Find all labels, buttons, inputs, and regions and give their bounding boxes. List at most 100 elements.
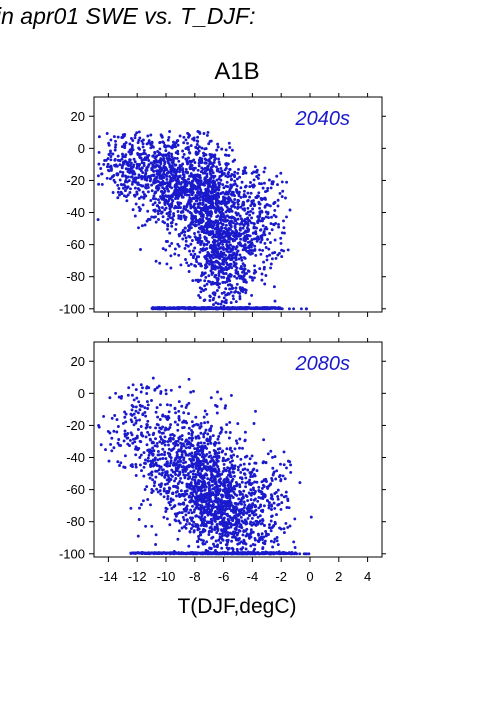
data-point bbox=[239, 217, 243, 221]
data-point bbox=[234, 222, 238, 226]
data-point bbox=[217, 188, 221, 192]
data-point bbox=[193, 184, 197, 188]
data-point bbox=[242, 256, 246, 260]
data-point bbox=[173, 407, 177, 411]
data-point bbox=[229, 198, 233, 202]
data-point bbox=[256, 515, 260, 519]
data-point bbox=[148, 425, 152, 429]
data-point bbox=[261, 461, 265, 465]
data-point bbox=[252, 306, 256, 310]
data-point bbox=[253, 244, 257, 248]
data-point bbox=[231, 505, 235, 508]
data-point bbox=[250, 293, 254, 297]
data-point bbox=[161, 186, 165, 190]
data-point bbox=[248, 275, 252, 279]
data-point bbox=[138, 463, 142, 467]
data-point bbox=[196, 499, 200, 503]
data-point bbox=[280, 255, 284, 259]
data-point bbox=[177, 418, 181, 422]
data-point bbox=[190, 438, 194, 442]
data-point bbox=[263, 233, 267, 237]
data-point bbox=[254, 232, 258, 236]
data-point bbox=[134, 176, 138, 180]
data-point bbox=[217, 185, 221, 189]
data-point bbox=[201, 452, 205, 456]
data-point bbox=[149, 177, 153, 181]
data-point bbox=[193, 209, 197, 213]
data-point bbox=[210, 244, 214, 248]
data-point bbox=[160, 177, 164, 181]
data-point bbox=[186, 145, 190, 149]
data-point bbox=[198, 131, 202, 135]
data-point bbox=[115, 418, 119, 422]
data-point bbox=[240, 547, 244, 551]
data-point bbox=[202, 299, 206, 302]
data-point bbox=[181, 155, 185, 159]
data-point bbox=[248, 195, 252, 199]
data-point bbox=[198, 233, 202, 237]
data-point bbox=[236, 531, 240, 535]
data-point bbox=[173, 463, 177, 467]
data-point bbox=[129, 506, 133, 510]
data-point bbox=[233, 198, 237, 201]
data-point bbox=[193, 232, 196, 235]
data-point bbox=[177, 244, 181, 248]
data-point bbox=[254, 513, 258, 517]
data-point bbox=[191, 205, 195, 209]
data-point bbox=[230, 508, 234, 512]
data-point bbox=[217, 454, 221, 458]
data-point bbox=[240, 258, 244, 262]
data-point bbox=[112, 174, 116, 177]
data-point bbox=[148, 476, 152, 480]
data-point bbox=[178, 201, 181, 205]
data-point bbox=[289, 463, 293, 467]
data-point bbox=[107, 459, 111, 463]
data-point bbox=[247, 510, 251, 514]
data-point bbox=[175, 139, 179, 143]
data-point bbox=[264, 461, 268, 465]
data-point bbox=[252, 488, 256, 492]
data-point bbox=[144, 414, 148, 418]
data-point bbox=[115, 430, 119, 434]
data-point bbox=[191, 306, 195, 310]
data-point bbox=[159, 492, 163, 496]
data-point bbox=[126, 393, 130, 397]
data-point bbox=[169, 388, 173, 392]
data-point bbox=[172, 214, 176, 218]
data-point bbox=[152, 441, 155, 445]
data-point bbox=[236, 542, 240, 546]
data-point bbox=[117, 187, 121, 190]
data-point bbox=[218, 257, 222, 260]
page-title: in apr01 SWE vs. T_DJF: bbox=[0, 3, 256, 29]
data-point bbox=[247, 462, 251, 466]
data-point bbox=[110, 436, 114, 440]
data-point bbox=[143, 223, 147, 227]
data-point bbox=[186, 209, 190, 213]
data-point bbox=[271, 545, 275, 549]
data-point bbox=[152, 449, 156, 453]
data-point bbox=[224, 272, 228, 275]
data-point bbox=[224, 301, 228, 305]
data-point bbox=[282, 531, 286, 535]
data-point bbox=[230, 456, 234, 459]
data-point bbox=[261, 219, 264, 223]
data-point bbox=[133, 440, 137, 444]
data-point bbox=[249, 181, 252, 184]
data-point bbox=[224, 231, 228, 235]
data-point bbox=[229, 262, 233, 266]
data-point bbox=[137, 130, 141, 134]
data-point bbox=[175, 494, 178, 498]
data-point bbox=[144, 173, 148, 176]
data-point bbox=[209, 469, 213, 473]
data-point bbox=[244, 485, 248, 489]
data-point bbox=[155, 169, 158, 173]
data-point bbox=[249, 544, 253, 548]
data-point bbox=[248, 481, 252, 485]
data-point bbox=[215, 497, 219, 501]
data-point bbox=[206, 185, 210, 189]
data-point bbox=[272, 222, 275, 226]
data-point bbox=[146, 183, 150, 187]
data-point bbox=[265, 254, 269, 258]
data-point bbox=[284, 521, 288, 525]
data-point bbox=[141, 386, 144, 390]
